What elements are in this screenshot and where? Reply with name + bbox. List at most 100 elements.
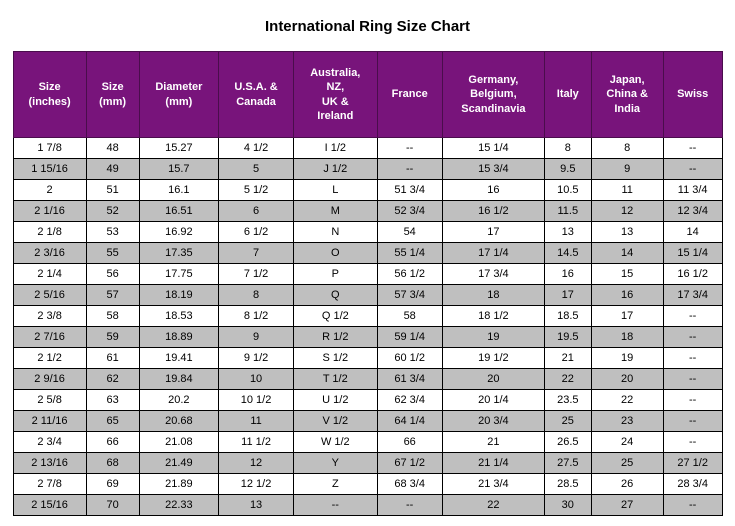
cell: 21 bbox=[442, 432, 544, 453]
cell: 16 1/2 bbox=[442, 201, 544, 222]
table-row: 2 5/165718.198Q57 3/418171617 3/4 bbox=[13, 285, 722, 306]
cell: T 1/2 bbox=[293, 369, 377, 390]
cell: 19.84 bbox=[139, 369, 219, 390]
chart-title: International Ring Size Chart bbox=[10, 18, 725, 35]
cell: 1 15/16 bbox=[13, 159, 86, 180]
cell: 51 3/4 bbox=[377, 180, 442, 201]
col-header-4: Australia,NZ,UK &Ireland bbox=[293, 52, 377, 138]
cell: 10 bbox=[219, 369, 294, 390]
cell: 16 bbox=[591, 285, 663, 306]
cell: 22.33 bbox=[139, 495, 219, 516]
cell: 20 bbox=[442, 369, 544, 390]
cell: 21 1/4 bbox=[442, 453, 544, 474]
cell: W 1/2 bbox=[293, 432, 377, 453]
cell: -- bbox=[663, 138, 722, 159]
cell: 14.5 bbox=[545, 243, 591, 264]
cell: 5 bbox=[219, 159, 294, 180]
cell: 62 bbox=[86, 369, 139, 390]
cell: 26 bbox=[591, 474, 663, 495]
cell: 69 bbox=[86, 474, 139, 495]
cell: 2 bbox=[13, 180, 86, 201]
cell: 61 bbox=[86, 348, 139, 369]
cell: 20.68 bbox=[139, 411, 219, 432]
cell: J 1/2 bbox=[293, 159, 377, 180]
cell: 19 1/2 bbox=[442, 348, 544, 369]
col-header-7: Italy bbox=[545, 52, 591, 138]
table-row: 2 3/85818.538 1/2Q 1/25818 1/218.517-- bbox=[13, 306, 722, 327]
cell: 19.41 bbox=[139, 348, 219, 369]
cell: 6 bbox=[219, 201, 294, 222]
cell: 2 1/16 bbox=[13, 201, 86, 222]
cell: 58 bbox=[377, 306, 442, 327]
cell: 12 bbox=[219, 453, 294, 474]
cell: 56 1/2 bbox=[377, 264, 442, 285]
cell: O bbox=[293, 243, 377, 264]
col-header-1: Size (mm) bbox=[86, 52, 139, 138]
table-row: 1 15/164915.75J 1/2--15 3/49.59-- bbox=[13, 159, 722, 180]
cell: 19 bbox=[591, 348, 663, 369]
cell: -- bbox=[663, 369, 722, 390]
col-header-9: Swiss bbox=[663, 52, 722, 138]
cell: 17.75 bbox=[139, 264, 219, 285]
cell: 1 7/8 bbox=[13, 138, 86, 159]
cell: 15 1/4 bbox=[663, 243, 722, 264]
cell: 55 bbox=[86, 243, 139, 264]
cell: 21.08 bbox=[139, 432, 219, 453]
cell: 63 bbox=[86, 390, 139, 411]
cell: 14 bbox=[591, 243, 663, 264]
cell: 15.27 bbox=[139, 138, 219, 159]
cell: -- bbox=[293, 495, 377, 516]
cell: I 1/2 bbox=[293, 138, 377, 159]
cell: 17 3/4 bbox=[663, 285, 722, 306]
cell: 68 3/4 bbox=[377, 474, 442, 495]
cell: 17 1/4 bbox=[442, 243, 544, 264]
cell: 9 1/2 bbox=[219, 348, 294, 369]
cell: 20.2 bbox=[139, 390, 219, 411]
cell: 17 3/4 bbox=[442, 264, 544, 285]
cell: 10 1/2 bbox=[219, 390, 294, 411]
cell: 57 bbox=[86, 285, 139, 306]
cell: 19 bbox=[442, 327, 544, 348]
cell: Z bbox=[293, 474, 377, 495]
cell: 70 bbox=[86, 495, 139, 516]
cell: 55 1/4 bbox=[377, 243, 442, 264]
table-row: 1 7/84815.274 1/2I 1/2--15 1/488-- bbox=[13, 138, 722, 159]
cell: 12 bbox=[591, 201, 663, 222]
table-row: 2 3/165517.357O55 1/417 1/414.51415 1/4 bbox=[13, 243, 722, 264]
cell: 4 1/2 bbox=[219, 138, 294, 159]
cell: N bbox=[293, 222, 377, 243]
table-header: Size (inches)Size (mm)Diameter (mm)U.S.A… bbox=[13, 52, 722, 138]
cell: 18 1/2 bbox=[442, 306, 544, 327]
cell: 17 bbox=[442, 222, 544, 243]
cell: -- bbox=[663, 327, 722, 348]
cell: 48 bbox=[86, 138, 139, 159]
table-row: 2 11/166520.6811V 1/264 1/420 3/42523-- bbox=[13, 411, 722, 432]
cell: R 1/2 bbox=[293, 327, 377, 348]
cell: 54 bbox=[377, 222, 442, 243]
cell: -- bbox=[377, 138, 442, 159]
cell: 12 3/4 bbox=[663, 201, 722, 222]
cell: 26.5 bbox=[545, 432, 591, 453]
cell: 18 bbox=[442, 285, 544, 306]
cell: 6 1/2 bbox=[219, 222, 294, 243]
cell: 25 bbox=[591, 453, 663, 474]
cell: -- bbox=[663, 432, 722, 453]
cell: 57 3/4 bbox=[377, 285, 442, 306]
table-row: 2 15/167022.3313----223027-- bbox=[13, 495, 722, 516]
cell: 11 3/4 bbox=[663, 180, 722, 201]
cell: 65 bbox=[86, 411, 139, 432]
cell: 30 bbox=[545, 495, 591, 516]
table-body: 1 7/84815.274 1/2I 1/2--15 1/488--1 15/1… bbox=[13, 138, 722, 516]
cell: 21 bbox=[545, 348, 591, 369]
cell: 21.49 bbox=[139, 453, 219, 474]
cell: Y bbox=[293, 453, 377, 474]
col-header-2: Diameter (mm) bbox=[139, 52, 219, 138]
cell: 67 1/2 bbox=[377, 453, 442, 474]
cell: 18 bbox=[591, 327, 663, 348]
cell: 11 1/2 bbox=[219, 432, 294, 453]
cell: 2 11/16 bbox=[13, 411, 86, 432]
cell: 59 bbox=[86, 327, 139, 348]
table-row: 2 1/26119.419 1/2S 1/260 1/219 1/22119-- bbox=[13, 348, 722, 369]
table-row: 2 9/166219.8410T 1/261 3/4202220-- bbox=[13, 369, 722, 390]
cell: 21 3/4 bbox=[442, 474, 544, 495]
